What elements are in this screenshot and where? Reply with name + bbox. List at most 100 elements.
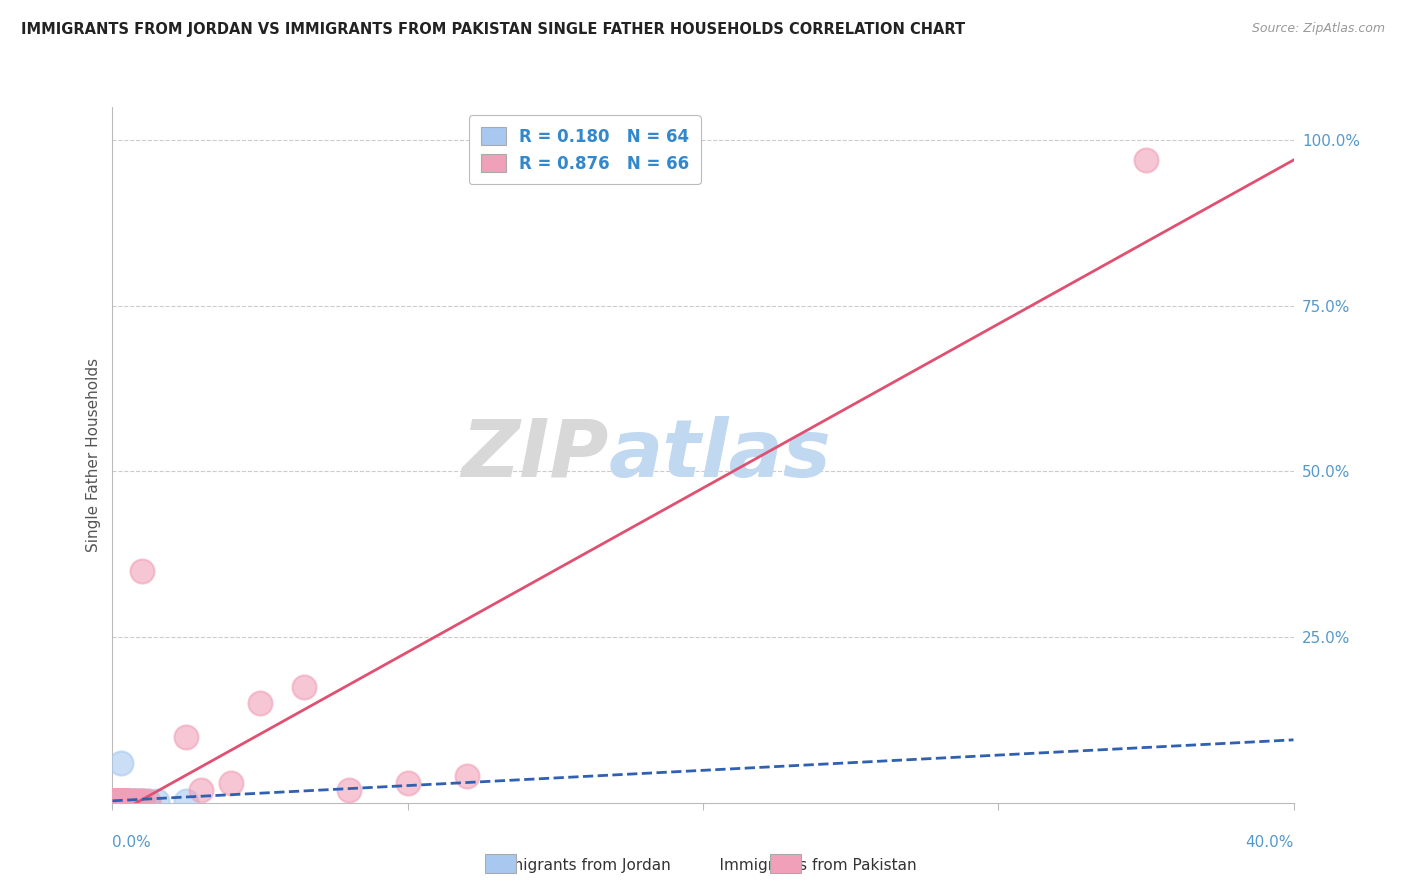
Point xyxy=(131,795,153,809)
Point xyxy=(112,794,135,808)
Point xyxy=(112,795,135,809)
Text: Source: ZipAtlas.com: Source: ZipAtlas.com xyxy=(1251,22,1385,36)
Point xyxy=(117,795,138,809)
Point xyxy=(107,794,129,808)
Point xyxy=(110,794,132,808)
Point xyxy=(104,795,127,809)
Point xyxy=(104,794,127,808)
Point xyxy=(120,795,142,809)
Point xyxy=(104,794,127,808)
Point xyxy=(104,794,127,808)
Point xyxy=(112,795,135,809)
Point xyxy=(104,794,127,808)
Point xyxy=(125,795,148,809)
Point xyxy=(107,794,129,808)
Point xyxy=(249,697,271,711)
Point xyxy=(396,776,419,790)
Point xyxy=(112,794,135,808)
Point xyxy=(1135,153,1157,167)
Point xyxy=(110,756,132,770)
Point xyxy=(128,795,150,809)
Point xyxy=(107,794,129,808)
Point xyxy=(117,795,138,809)
Point xyxy=(110,795,132,809)
Point xyxy=(110,794,132,808)
Point xyxy=(107,795,129,809)
Y-axis label: Single Father Households: Single Father Households xyxy=(86,358,101,552)
Point xyxy=(112,795,135,809)
Point xyxy=(112,794,135,808)
Point xyxy=(117,794,138,808)
Point xyxy=(117,794,138,808)
Point xyxy=(117,795,138,809)
Point xyxy=(112,795,135,809)
Point xyxy=(112,795,135,809)
Point xyxy=(104,794,127,808)
Point xyxy=(219,776,242,790)
Point xyxy=(122,794,145,808)
Point xyxy=(131,564,153,578)
Text: 0.0%: 0.0% xyxy=(112,836,152,850)
Point xyxy=(131,794,153,808)
Point xyxy=(107,794,129,808)
Point xyxy=(107,795,129,809)
Point xyxy=(112,795,135,809)
Point xyxy=(104,794,127,808)
Point xyxy=(104,794,127,808)
Point xyxy=(107,795,129,809)
Point xyxy=(110,794,132,808)
Point xyxy=(104,795,127,809)
Point xyxy=(104,795,127,809)
Point xyxy=(117,794,138,808)
Point xyxy=(104,795,127,809)
Point xyxy=(107,795,129,809)
Point xyxy=(107,794,129,808)
Point xyxy=(337,782,360,797)
Point xyxy=(104,794,127,808)
Point xyxy=(117,794,138,808)
Point xyxy=(112,794,135,808)
Point xyxy=(110,795,132,809)
Point xyxy=(112,795,135,809)
Point xyxy=(456,769,478,783)
Point xyxy=(110,794,132,808)
Text: Immigrants from Jordan          Immigrants from Pakistan: Immigrants from Jordan Immigrants from P… xyxy=(489,858,917,872)
Text: IMMIGRANTS FROM JORDAN VS IMMIGRANTS FROM PAKISTAN SINGLE FATHER HOUSEHOLDS CORR: IMMIGRANTS FROM JORDAN VS IMMIGRANTS FRO… xyxy=(21,22,965,37)
Point xyxy=(104,795,127,809)
Point xyxy=(117,795,138,809)
Point xyxy=(117,795,138,809)
Point xyxy=(117,794,138,808)
Point xyxy=(107,794,129,808)
Point xyxy=(110,795,132,809)
Point xyxy=(112,794,135,808)
Point xyxy=(117,795,138,809)
Point xyxy=(117,794,138,808)
Point xyxy=(107,795,129,809)
Point xyxy=(104,795,127,809)
Point xyxy=(110,795,132,809)
Point xyxy=(110,795,132,809)
Point xyxy=(104,795,127,809)
Point xyxy=(174,730,197,744)
Point xyxy=(174,794,197,808)
Text: ZIP: ZIP xyxy=(461,416,609,494)
Point xyxy=(125,794,148,808)
Point xyxy=(117,795,138,809)
Point xyxy=(110,794,132,808)
Point xyxy=(112,795,135,809)
Point xyxy=(107,795,129,809)
Point xyxy=(190,782,212,797)
Point xyxy=(117,794,138,808)
Point xyxy=(110,795,132,809)
Point xyxy=(110,794,132,808)
Point xyxy=(107,794,129,808)
Point xyxy=(117,794,138,808)
Point xyxy=(112,794,135,808)
Point xyxy=(104,795,127,809)
Point xyxy=(107,795,129,809)
Text: atlas: atlas xyxy=(609,416,831,494)
Point xyxy=(110,794,132,808)
Point xyxy=(117,795,138,809)
Point xyxy=(146,795,169,809)
Point xyxy=(107,794,129,808)
